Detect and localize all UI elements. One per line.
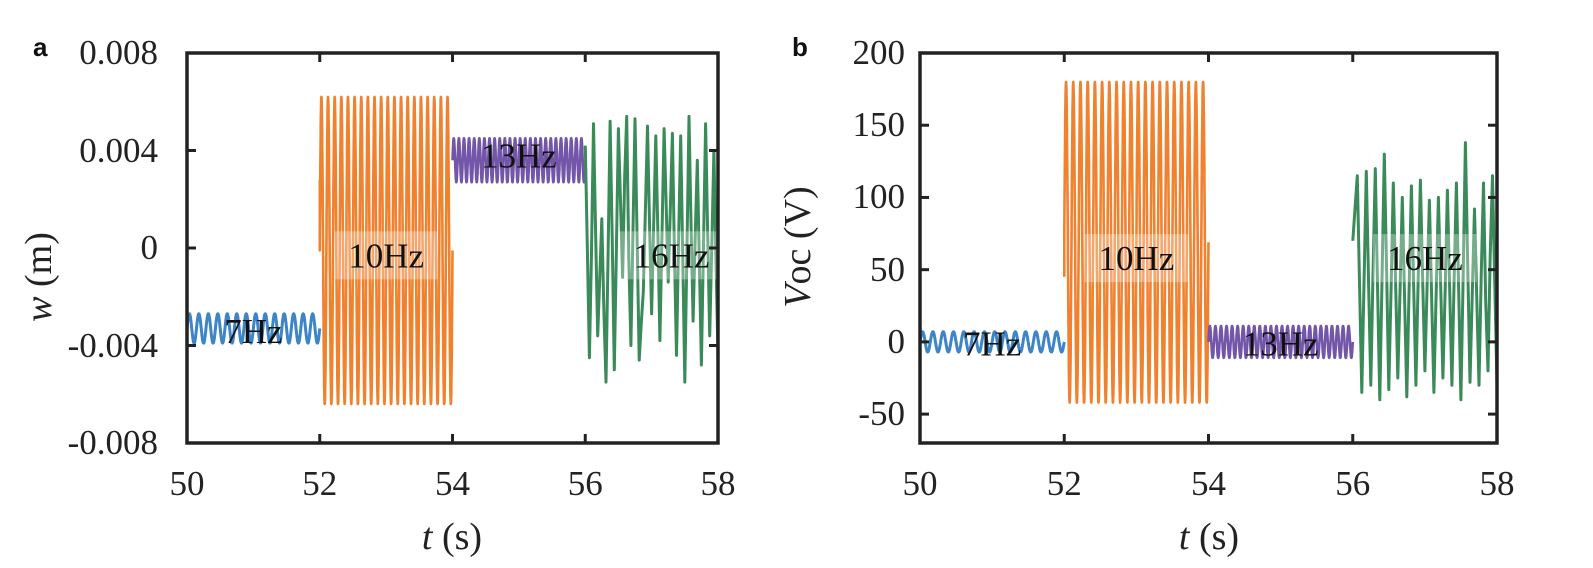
y-tick-label: -50 <box>858 394 905 434</box>
x-tick-label: 50 <box>169 464 205 503</box>
x-tick-label: 54 <box>435 464 470 503</box>
x-axis-unit-b: (s) <box>1189 516 1240 558</box>
label-background <box>619 231 724 280</box>
series-label-16hz: 16Hz <box>634 236 710 275</box>
x-axis-label-a: t (s) <box>352 515 552 559</box>
x-tick-label: 56 <box>1335 464 1371 503</box>
y-tick-label: -0.004 <box>67 325 158 365</box>
y-axis-unit-b: (V) <box>777 186 819 249</box>
series-label-7hz: 7Hz <box>224 312 282 351</box>
y-tick-label: 0 <box>887 321 906 361</box>
series-label-10hz: 10Hz <box>1098 239 1174 278</box>
label-background <box>1084 234 1189 283</box>
series-line-16hz <box>583 114 718 384</box>
x-axis-label-b: t (s) <box>1109 515 1309 559</box>
panel-letter-b: b <box>792 32 808 62</box>
x-tick-label: 58 <box>1479 464 1515 503</box>
y-axis-unit-a: (m) <box>18 232 60 297</box>
label-background <box>334 231 439 280</box>
x-axis-variable-a: t <box>421 516 433 558</box>
y-tick-label: 150 <box>852 105 906 145</box>
x-tick-label: 56 <box>567 464 603 503</box>
panel-letter-a: a <box>33 32 48 62</box>
series-group <box>920 80 1497 404</box>
x-tick-label: 54 <box>1191 464 1226 503</box>
x-tick-label: 52 <box>1046 464 1082 503</box>
y-tick-label: 0.004 <box>79 130 158 170</box>
x-axis-unit-a: (s) <box>432 516 483 558</box>
x-tick-label: 50 <box>902 464 938 503</box>
y-tick-label: 0 <box>140 228 159 267</box>
y-tick-label: 0.008 <box>79 33 158 72</box>
plot-area-b: 7Hz 10Hz 13Hz 16Hz <box>918 51 1499 445</box>
y-axis-variable-b: V <box>777 284 819 308</box>
series-line-16hz <box>1351 141 1497 402</box>
series-group <box>187 95 718 406</box>
y-axis-label-b: Voc (V) <box>776 127 820 367</box>
x-axis-variable-b: t <box>1178 516 1190 558</box>
chart-panel-b: b 7Hz 10Hz 13Hz 16Hz -50 0 50 100 150 200 50 52 54 5… <box>777 0 1593 568</box>
series-label-13hz: 13Hz <box>481 136 557 175</box>
series-label-7hz: 7Hz <box>963 324 1021 363</box>
series-line-10hz <box>318 95 454 406</box>
y-tick-label: 200 <box>852 33 906 72</box>
y-tick-label: 100 <box>852 177 906 217</box>
series-label-13hz: 13Hz <box>1243 324 1319 363</box>
series-line-13hz <box>1207 324 1355 360</box>
series-line-13hz <box>451 137 587 184</box>
x-tick-label: 58 <box>700 464 736 503</box>
series-line-7hz <box>187 312 322 345</box>
y-axis-variable-a: w <box>18 296 60 322</box>
chart-panel-a: a 7Hz 10Hz 13Hz 16Hz -0.008 -0.004 0 0.004 0.00… <box>0 0 780 568</box>
series-line-7hz <box>920 330 1066 354</box>
y-tick-label: 50 <box>870 249 905 289</box>
y-axis-subscript-b: oc <box>777 248 819 285</box>
series-label-16hz: 16Hz <box>1387 239 1463 278</box>
series-line-10hz <box>1063 80 1210 404</box>
series-label-10hz: 10Hz <box>348 236 424 275</box>
plot-area-a: 7Hz 10Hz 13Hz 16Hz <box>185 51 724 445</box>
y-tick-label: -0.008 <box>67 423 158 462</box>
x-tick-label: 52 <box>302 464 338 503</box>
label-background <box>1372 234 1477 283</box>
y-axis-label-a: w (m) <box>17 157 61 397</box>
